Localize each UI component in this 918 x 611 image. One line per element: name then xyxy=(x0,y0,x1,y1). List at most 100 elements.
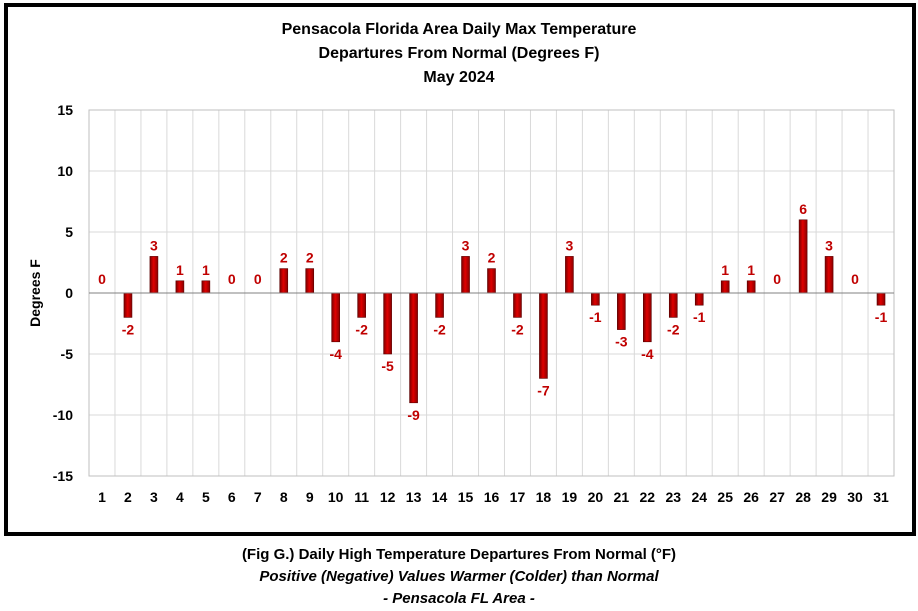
x-tick-label: 27 xyxy=(769,489,785,505)
bar xyxy=(487,268,496,294)
bar xyxy=(591,292,600,306)
bar xyxy=(798,219,808,294)
x-tick-label: 8 xyxy=(280,489,288,505)
data-label: 2 xyxy=(280,250,288,266)
bars xyxy=(123,219,886,404)
data-label: -1 xyxy=(589,309,602,325)
data-label: 0 xyxy=(228,271,236,287)
x-tick-label: 17 xyxy=(510,489,526,505)
y-tick-label: 0 xyxy=(65,285,73,301)
x-tick-label: 9 xyxy=(306,489,314,505)
bar xyxy=(331,292,340,343)
caption-line-1: (Fig G.) Daily High Temperature Departur… xyxy=(241,546,677,563)
data-label: 1 xyxy=(721,262,729,278)
data-label: -1 xyxy=(693,309,706,325)
x-tick-label: 7 xyxy=(254,489,262,505)
x-tick-label: 14 xyxy=(432,489,448,505)
x-tick-label: 2 xyxy=(124,489,132,505)
x-tick-label: 5 xyxy=(202,489,210,505)
y-axis-label: Degrees F xyxy=(27,259,43,327)
data-label: -9 xyxy=(407,407,420,423)
bar xyxy=(746,280,756,294)
x-tick-label: 6 xyxy=(228,489,236,505)
x-tick-label: 1 xyxy=(98,489,106,505)
x-tick-label: 19 xyxy=(562,489,578,505)
x-tick-label: 22 xyxy=(640,489,656,505)
chart-title-line-2: Departures From Normal (Degrees F) xyxy=(318,45,600,62)
bar xyxy=(876,292,886,306)
data-label: 2 xyxy=(306,250,314,266)
bar xyxy=(539,292,548,379)
data-labels: 0 -2 3 1 1 0 0 2 2 -4 -2 -5 -9 -2 3 2 -2 -7 3 -1 -3 -4 -2 -1 1 1 0… xyxy=(98,201,887,423)
chart-title-line-3: May 2024 xyxy=(423,69,495,86)
bar xyxy=(668,292,678,318)
y-tick-label: 15 xyxy=(57,102,73,118)
x-tick-label: 23 xyxy=(665,489,681,505)
data-label: 0 xyxy=(851,271,859,287)
data-label: 6 xyxy=(799,201,807,217)
bar xyxy=(149,256,159,294)
x-tick-label: 21 xyxy=(614,489,630,505)
data-label: 1 xyxy=(747,262,755,278)
x-tick-label: 3 xyxy=(150,489,158,505)
x-tick-label: 10 xyxy=(328,489,344,505)
data-label: -1 xyxy=(875,309,888,325)
bar xyxy=(409,292,418,404)
data-label: -5 xyxy=(381,358,394,374)
y-tick-label: -15 xyxy=(53,468,73,484)
x-tick-label: 28 xyxy=(795,489,811,505)
data-label: 3 xyxy=(566,237,574,253)
data-label: -2 xyxy=(667,321,680,337)
data-label: -2 xyxy=(122,321,135,337)
x-tick-label: 26 xyxy=(743,489,759,505)
bar xyxy=(357,292,366,318)
caption-line-3: - Pensacola FL Area - xyxy=(383,590,535,607)
data-label: -4 xyxy=(641,346,654,362)
chart-plot: 0-231 10 02 2-4-2-5-9-232-2-73-1-3-4-2-11 10… xyxy=(27,102,895,505)
data-label: -4 xyxy=(329,346,342,362)
y-tick-label: -10 xyxy=(53,407,73,423)
data-label: -2 xyxy=(511,321,524,337)
bar xyxy=(201,280,211,294)
data-label: 1 xyxy=(202,262,210,278)
bar xyxy=(720,280,730,294)
bar xyxy=(461,256,470,294)
data-label: 3 xyxy=(462,237,470,253)
x-tick-label: 11 xyxy=(354,489,369,505)
y-tick-label: -5 xyxy=(61,346,74,362)
x-tick-label: 30 xyxy=(847,489,863,505)
chart-title-line-1: Pensacola Florida Area Daily Max Tempera… xyxy=(281,21,637,38)
x-tick-label: 18 xyxy=(536,489,552,505)
data-label: -7 xyxy=(537,382,550,398)
x-tick-label: 31 xyxy=(873,489,889,505)
bar xyxy=(617,292,626,330)
caption-line-2: Positive (Negative) Values Warmer (Colde… xyxy=(259,568,659,585)
data-label: 0 xyxy=(254,271,262,287)
y-tick-label: 5 xyxy=(65,224,73,240)
data-label: 0 xyxy=(98,271,106,287)
data-label: 3 xyxy=(825,237,833,253)
x-tick-label: 4 xyxy=(176,489,184,505)
x-tick-label: 29 xyxy=(821,489,837,505)
data-label: 0 xyxy=(773,271,781,287)
data-label: -3 xyxy=(615,334,628,350)
x-tick-label: 15 xyxy=(458,489,474,505)
data-label: -2 xyxy=(355,321,368,337)
bar xyxy=(279,268,289,294)
bar xyxy=(175,280,185,294)
x-tick-label: 12 xyxy=(380,489,396,505)
data-label: 3 xyxy=(150,237,158,253)
data-label: -2 xyxy=(433,321,446,337)
x-tick-label: 13 xyxy=(406,489,422,505)
bar xyxy=(824,256,834,294)
x-tick-label: 25 xyxy=(717,489,733,505)
bar xyxy=(383,292,392,355)
bar xyxy=(513,292,522,318)
data-label: 2 xyxy=(488,250,496,266)
x-tick-label: 20 xyxy=(588,489,604,505)
bar xyxy=(694,292,704,306)
x-tick-label: 16 xyxy=(484,489,500,505)
bar xyxy=(123,292,133,318)
bar xyxy=(305,268,315,294)
